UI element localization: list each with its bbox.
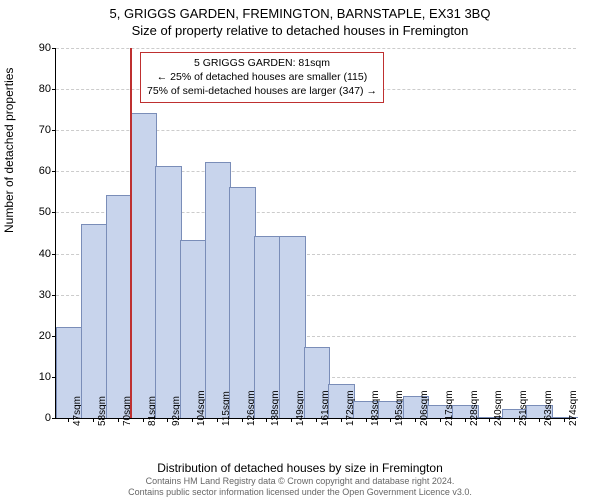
xtick-mark	[440, 418, 441, 422]
xtick-mark	[291, 418, 292, 422]
ytick-label: 10	[26, 371, 51, 383]
ytick-mark	[52, 418, 56, 419]
xtick-mark	[167, 418, 168, 422]
xtick-mark	[217, 418, 218, 422]
ytick-mark	[52, 130, 56, 131]
ytick-mark	[52, 48, 56, 49]
chart-area: 010203040506070809047sqm58sqm70sqm81sqm9…	[55, 48, 575, 418]
histogram-bar	[106, 195, 133, 418]
xtick-label: 274sqm	[568, 390, 579, 426]
ytick-label: 80	[26, 83, 51, 95]
histogram-bar	[81, 224, 108, 418]
annotation-line2: ← 25% of detached houses are smaller (11…	[147, 70, 377, 84]
xtick-mark	[564, 418, 565, 422]
chart-subtitle: Size of property relative to detached ho…	[0, 23, 600, 38]
xtick-mark	[192, 418, 193, 422]
ytick-mark	[52, 212, 56, 213]
ytick-label: 20	[26, 330, 51, 342]
xtick-mark	[242, 418, 243, 422]
plot-region: 010203040506070809047sqm58sqm70sqm81sqm9…	[55, 48, 576, 419]
ytick-label: 60	[26, 165, 51, 177]
xtick-mark	[143, 418, 144, 422]
annotation-line1: 5 GRIGGS GARDEN: 81sqm	[147, 56, 377, 70]
xtick-label: 263sqm	[543, 390, 554, 426]
ytick-label: 90	[26, 42, 51, 54]
histogram-bar	[130, 113, 157, 418]
ytick-mark	[52, 254, 56, 255]
x-axis-label: Distribution of detached houses by size …	[0, 461, 600, 475]
footer-attribution: Contains HM Land Registry data © Crown c…	[0, 476, 600, 498]
xtick-mark	[390, 418, 391, 422]
ytick-label: 70	[26, 124, 51, 136]
footer-line1: Contains HM Land Registry data © Crown c…	[0, 476, 600, 487]
ytick-label: 50	[26, 206, 51, 218]
xtick-mark	[539, 418, 540, 422]
xtick-mark	[341, 418, 342, 422]
y-axis-label: Number of detached properties	[2, 68, 16, 233]
chart-title: 5, GRIGGS GARDEN, FREMINGTON, BARNSTAPLE…	[0, 0, 600, 21]
ytick-label: 30	[26, 289, 51, 301]
histogram-bar	[229, 187, 256, 418]
xtick-label: 228sqm	[469, 390, 480, 426]
ytick-label: 40	[26, 248, 51, 260]
reference-line	[130, 48, 132, 418]
ytick-label: 0	[26, 412, 51, 424]
xtick-mark	[489, 418, 490, 422]
histogram-bar	[155, 166, 182, 418]
xtick-mark	[68, 418, 69, 422]
xtick-mark	[266, 418, 267, 422]
gridline	[56, 48, 576, 49]
ytick-mark	[52, 171, 56, 172]
xtick-mark	[465, 418, 466, 422]
xtick-mark	[316, 418, 317, 422]
xtick-mark	[366, 418, 367, 422]
annotation-line3: 75% of semi-detached houses are larger (…	[147, 84, 377, 98]
xtick-mark	[514, 418, 515, 422]
ytick-mark	[52, 295, 56, 296]
xtick-mark	[118, 418, 119, 422]
ytick-mark	[52, 89, 56, 90]
histogram-bar	[205, 162, 232, 418]
footer-line2: Contains public sector information licen…	[0, 487, 600, 498]
xtick-mark	[415, 418, 416, 422]
xtick-mark	[93, 418, 94, 422]
annotation-box: 5 GRIGGS GARDEN: 81sqm ← 25% of detached…	[140, 52, 384, 103]
